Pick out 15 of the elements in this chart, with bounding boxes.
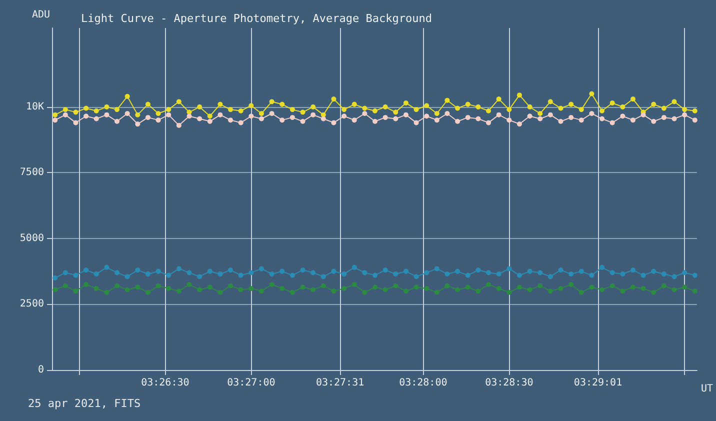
x-tick-label: 03:28:30 [485,378,534,388]
y-tick-label: 7500 [20,167,44,178]
y-tick-label: 10K [26,101,44,112]
text: 25 apr 2021, FITS [28,397,141,410]
chart-title: Light Curve - Aperture Photometry, Average Background [81,12,432,25]
y-tick-label: 0 [38,364,44,376]
y-tick-label: 2500 [20,298,44,310]
y-tick-label: 5000 [20,232,44,244]
x-tick-label: 03:29:01 [574,378,622,388]
x-tick-label: 03:28:00 [399,378,448,388]
x-axis-title: UT [700,384,714,394]
x-tick-label: 03:27:00 [227,378,276,388]
x-tick-label: 03:26:30 [141,378,190,388]
y-axis-title: ADU [32,10,50,20]
x-tick-label: 03:27:31 [316,378,364,388]
